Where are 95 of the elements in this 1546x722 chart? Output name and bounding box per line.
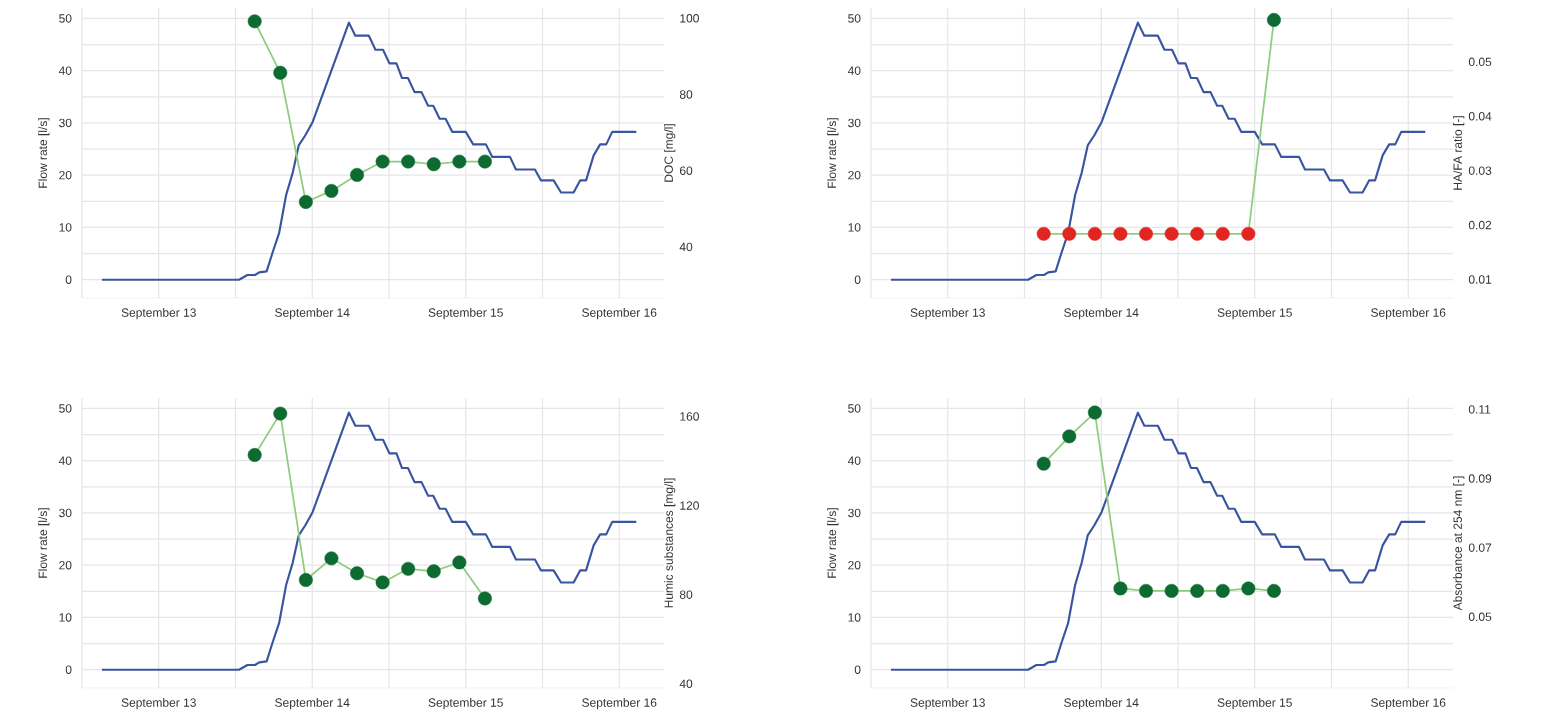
point bbox=[478, 591, 492, 606]
point bbox=[350, 566, 364, 581]
y-tick-label: 40 bbox=[58, 456, 72, 465]
y-tick-label: 50 bbox=[848, 404, 861, 413]
point bbox=[375, 154, 390, 169]
x-tick-label: September 16 bbox=[1371, 308, 1446, 320]
x-tick-label: September 15 bbox=[428, 308, 503, 320]
point bbox=[426, 564, 441, 579]
y2-axis-title: Humic substances [mg/l] bbox=[664, 478, 676, 608]
y-tick-label: 10 bbox=[848, 613, 861, 622]
x-tick-label: September 13 bbox=[910, 308, 985, 320]
y-axis-title: Flow rate [l/s] bbox=[38, 118, 50, 188]
y2-tick-label: 0.09 bbox=[1468, 474, 1492, 483]
x-tick-label: September 14 bbox=[1064, 308, 1139, 320]
y2-tick-label: 60 bbox=[679, 166, 693, 175]
y2-axis-title: Absorbance at 254 nm [-] bbox=[1453, 476, 1465, 611]
x-tick-label: September 14 bbox=[275, 308, 350, 320]
y-tick-label: 10 bbox=[59, 613, 72, 622]
y-axis-title: Flow rate [l/s] bbox=[827, 508, 839, 578]
point bbox=[1036, 456, 1051, 471]
point bbox=[452, 555, 467, 570]
y2-tick-label: 0.01 bbox=[1468, 275, 1492, 284]
point bbox=[1267, 583, 1281, 598]
y-tick-label: 20 bbox=[59, 170, 72, 180]
y-tick-label: 30 bbox=[848, 118, 861, 128]
x-tick-label: September 16 bbox=[582, 308, 657, 320]
point bbox=[247, 448, 262, 462]
point bbox=[401, 561, 416, 576]
y2-tick-label: 100 bbox=[680, 14, 699, 23]
y2-tick-label: 120 bbox=[680, 501, 699, 510]
y2-tick-label: 80 bbox=[679, 590, 693, 599]
point bbox=[401, 154, 416, 169]
point bbox=[1241, 581, 1256, 596]
y-tick-label: 50 bbox=[59, 14, 72, 23]
point bbox=[426, 157, 441, 172]
y-tick-label: 0 bbox=[854, 665, 861, 674]
y2-tick-label: 0.11 bbox=[1468, 405, 1491, 414]
y-tick-label: 30 bbox=[59, 508, 72, 518]
y-tick-label: 40 bbox=[58, 66, 72, 75]
point bbox=[324, 551, 339, 566]
y2-tick-label: 0.07 bbox=[1468, 543, 1492, 552]
point bbox=[1215, 583, 1230, 598]
y-tick-label: 20 bbox=[59, 560, 72, 570]
x-tick-label: September 15 bbox=[1217, 308, 1292, 320]
point bbox=[1190, 583, 1205, 598]
y-tick-label: 50 bbox=[59, 404, 72, 413]
point bbox=[1062, 429, 1077, 444]
y2-tick-label: 40 bbox=[679, 242, 693, 252]
y-tick-label: 0 bbox=[65, 275, 72, 284]
x-tick-label: September 14 bbox=[275, 698, 350, 710]
y2-tick-label: 160 bbox=[680, 412, 699, 421]
y-tick-label: 20 bbox=[848, 560, 861, 570]
y2-tick-label: 0.05 bbox=[1468, 57, 1492, 67]
y2-tick-label: 80 bbox=[679, 90, 693, 99]
x-tick-label: September 13 bbox=[121, 308, 196, 320]
y-tick-label: 10 bbox=[848, 223, 861, 232]
y-axis-title: Flow rate [l/s] bbox=[827, 118, 839, 188]
x-tick-label: September 16 bbox=[582, 698, 657, 710]
y2-axis-title: DOC [mg/l] bbox=[664, 124, 676, 182]
y-tick-label: 0 bbox=[65, 665, 72, 674]
point bbox=[273, 406, 288, 421]
point bbox=[1087, 405, 1102, 420]
y-axis-title: Flow rate [l/s] bbox=[38, 508, 50, 578]
y2-tick-label: 0.02 bbox=[1468, 220, 1492, 230]
x-tick-label: September 13 bbox=[121, 698, 196, 710]
point bbox=[375, 575, 390, 590]
y-tick-label: 40 bbox=[847, 66, 861, 75]
point bbox=[452, 154, 467, 169]
x-tick-label: September 16 bbox=[1371, 698, 1446, 710]
y2-tick-label: 0.04 bbox=[1468, 112, 1492, 121]
y2-tick-label: 0.03 bbox=[1468, 166, 1492, 175]
y-tick-label: 30 bbox=[59, 118, 72, 128]
point bbox=[298, 195, 313, 209]
x-tick-label: September 15 bbox=[428, 698, 503, 710]
y2-axis-title: HA/FA ratio [-] bbox=[1453, 116, 1465, 190]
point bbox=[1139, 583, 1153, 598]
point bbox=[324, 183, 339, 198]
x-tick-label: September 14 bbox=[1064, 698, 1139, 710]
point bbox=[273, 65, 288, 80]
y-tick-label: 40 bbox=[847, 456, 861, 465]
point bbox=[247, 14, 262, 29]
y-tick-label: 50 bbox=[848, 14, 861, 23]
point bbox=[350, 167, 364, 182]
y-tick-label: 30 bbox=[848, 508, 861, 518]
y-tick-label: 20 bbox=[848, 170, 861, 180]
point bbox=[1164, 583, 1179, 598]
point bbox=[1113, 581, 1128, 596]
x-tick-label: September 15 bbox=[1217, 698, 1292, 710]
y-tick-label: 0 bbox=[854, 275, 861, 284]
x-tick-label: September 13 bbox=[910, 698, 985, 710]
y2-tick-label: 40 bbox=[679, 679, 693, 689]
y2-tick-label: 0.05 bbox=[1468, 612, 1492, 622]
point bbox=[298, 573, 313, 587]
point bbox=[478, 154, 492, 169]
y-tick-label: 10 bbox=[59, 223, 72, 232]
